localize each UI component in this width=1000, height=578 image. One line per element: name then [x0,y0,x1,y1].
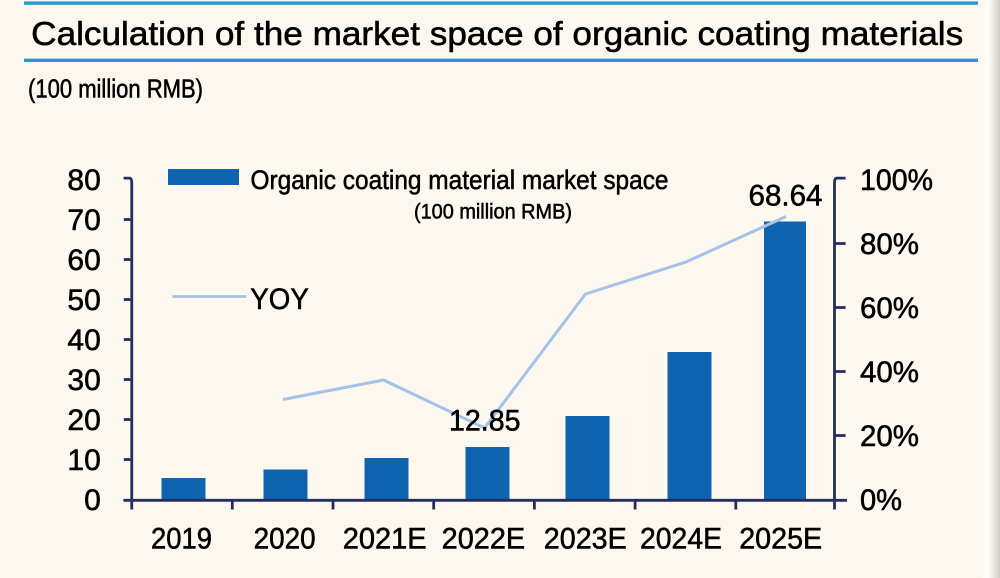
svg-text:60%: 60% [860,292,919,325]
svg-text:68.64: 68.64 [749,180,823,213]
svg-text:80: 80 [67,164,100,197]
svg-text:30: 30 [67,364,100,397]
svg-text:20%: 20% [860,420,919,453]
svg-text:YOY: YOY [250,283,308,316]
svg-text:Calculation of the market spac: Calculation of the market space of organ… [31,15,963,52]
svg-text:100%: 100% [860,164,933,197]
svg-text:2023E: 2023E [544,523,627,556]
svg-text:50: 50 [67,284,100,317]
svg-text:0%: 0% [860,484,902,517]
svg-text:70: 70 [67,204,100,237]
svg-text:40%: 40% [860,356,919,389]
svg-text:2020: 2020 [254,523,316,556]
svg-text:(100 million RMB): (100 million RMB) [414,200,572,224]
svg-text:(100 million RMB): (100 million RMB) [28,74,203,104]
svg-text:20: 20 [67,404,100,437]
svg-text:0: 0 [84,484,101,517]
svg-text:10: 10 [67,444,100,477]
svg-text:2024E: 2024E [640,523,722,556]
svg-text:2021E: 2021E [343,523,427,556]
svg-text:60: 60 [67,244,100,277]
svg-text:2022E: 2022E [442,523,526,556]
svg-text:2019: 2019 [151,523,212,556]
svg-text:12.85: 12.85 [449,405,521,438]
svg-text:2025E: 2025E [739,523,822,556]
svg-text:Organic coating material marke: Organic coating material market space [251,165,669,195]
svg-text:40: 40 [67,324,100,357]
svg-text:80%: 80% [860,228,919,261]
